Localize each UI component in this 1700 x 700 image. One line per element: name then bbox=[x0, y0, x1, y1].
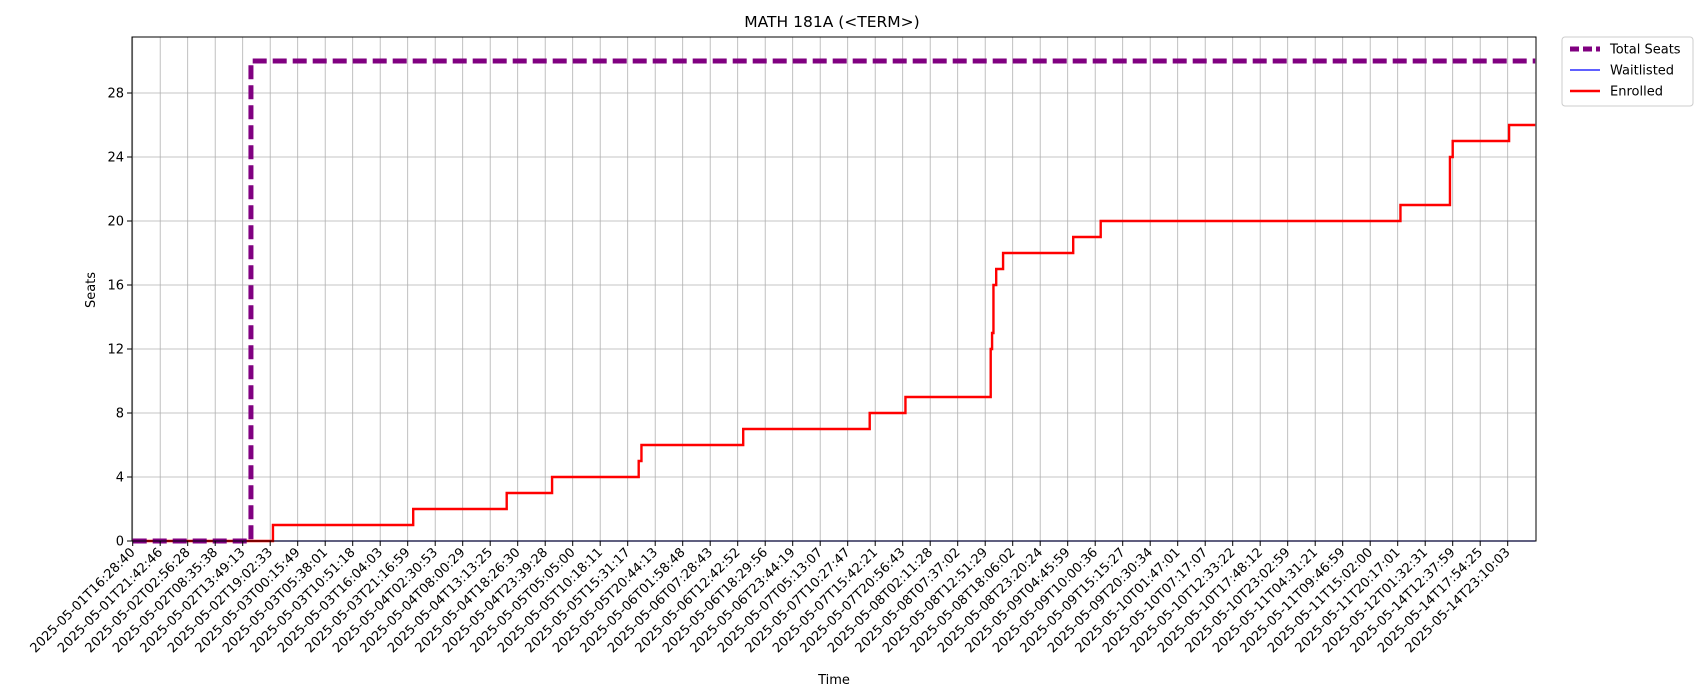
y-tick-label: 4 bbox=[116, 471, 124, 486]
legend: Total Seats Waitlisted Enrolled bbox=[1561, 36, 1694, 107]
grid bbox=[132, 37, 1536, 542]
y-tick-label: 12 bbox=[107, 343, 124, 358]
legend-label: Enrolled bbox=[1610, 85, 1663, 100]
y-tick-label: 28 bbox=[107, 87, 124, 102]
legend-label: Waitlisted bbox=[1610, 64, 1674, 79]
series-layer bbox=[132, 58, 1536, 544]
y-tick-label: 24 bbox=[107, 151, 124, 166]
y-axis-label: Seats bbox=[84, 272, 99, 308]
chart-title: MATH 181A (<TERM>) bbox=[744, 13, 919, 31]
plot-area-frame bbox=[131, 36, 1537, 542]
x-axis-ticks: 2025-05-01T16:28:402025-05-01T21:42:4620… bbox=[28, 541, 1514, 656]
y-tick-label: 16 bbox=[107, 279, 124, 294]
series-line-enrolled bbox=[132, 123, 1536, 543]
y-tick-label: 20 bbox=[107, 215, 124, 230]
legend-frame bbox=[1561, 36, 1694, 107]
legend-label: Total Seats bbox=[1609, 43, 1681, 58]
y-axis-ticks: 0 4 8 12 16 20 24 28 bbox=[107, 87, 132, 550]
series-line-total-seats bbox=[132, 58, 1536, 544]
y-tick-label: 8 bbox=[116, 407, 124, 422]
y-tick-label: 0 bbox=[116, 535, 124, 550]
x-axis-label: Time bbox=[817, 673, 850, 688]
